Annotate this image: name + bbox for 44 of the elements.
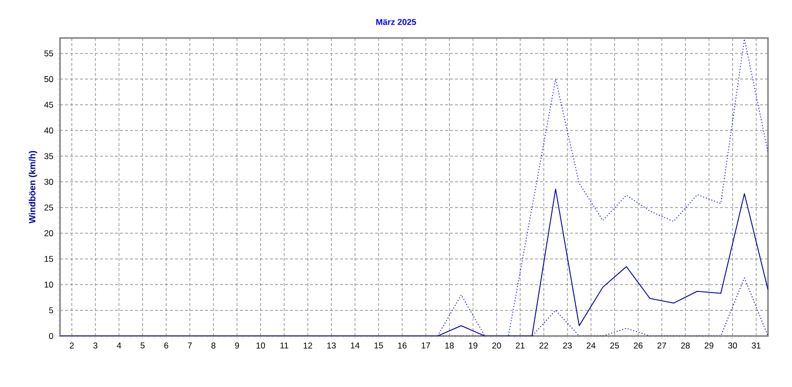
x-tick-label: 18 [445, 342, 454, 349]
x-tick-label: 30 [728, 342, 737, 349]
x-tick-label: 10 [256, 342, 265, 349]
x-tick-label: 22 [539, 342, 548, 348]
x-tick-label: 28 [681, 342, 690, 349]
y-tick-label: 40 [44, 127, 54, 134]
y-tick-label: 5 [49, 307, 54, 314]
x-tick-label: 26 [634, 342, 643, 349]
y-tick-label: 0 [49, 332, 54, 339]
x-tick-label: 2 [70, 342, 74, 348]
x-tick-label: 31 [752, 342, 761, 349]
y-tick-label: 50 [44, 76, 54, 82]
x-tick-label: 23 [563, 342, 572, 349]
x-tick-label: 21 [516, 342, 525, 348]
y-tick-label: 35 [44, 153, 54, 160]
x-tick-label: 15 [374, 342, 383, 348]
y-tick-label: 55 [44, 50, 54, 56]
chart-title: März 2025 [376, 18, 416, 25]
x-tick-label: 5 [140, 342, 145, 348]
x-tick-label: 16 [398, 342, 407, 349]
x-tick-label: 19 [468, 342, 478, 349]
x-tick-label: 3 [93, 342, 98, 349]
y-axis-title: Windböen (km/h) [28, 150, 38, 224]
x-tick-label: 29 [704, 342, 714, 349]
y-tick-label: 10 [44, 282, 54, 288]
x-tick-label: 9 [235, 342, 239, 349]
y-tick-label: 20 [44, 230, 54, 236]
x-tick-label: 17 [422, 342, 430, 348]
x-tick-label: 7 [188, 342, 192, 348]
x-tick-label: 20 [492, 342, 501, 349]
x-tick-label: 6 [164, 342, 168, 349]
x-tick-label: 4 [116, 342, 122, 348]
x-tick-label: 24 [586, 342, 596, 348]
y-tick-label: 45 [44, 102, 54, 108]
x-tick-label: 8 [211, 342, 216, 349]
x-tick-label: 11 [280, 342, 288, 348]
y-tick-label: 30 [44, 178, 54, 185]
x-tick-label: 12 [304, 342, 312, 348]
x-tick-label: 13 [327, 342, 336, 349]
x-tick-label: 25 [610, 342, 619, 349]
x-tick-label: 14 [350, 342, 360, 348]
x-tick-label: 27 [657, 342, 666, 348]
y-tick-label: 25 [44, 204, 54, 211]
y-tick-label: 15 [44, 256, 54, 262]
